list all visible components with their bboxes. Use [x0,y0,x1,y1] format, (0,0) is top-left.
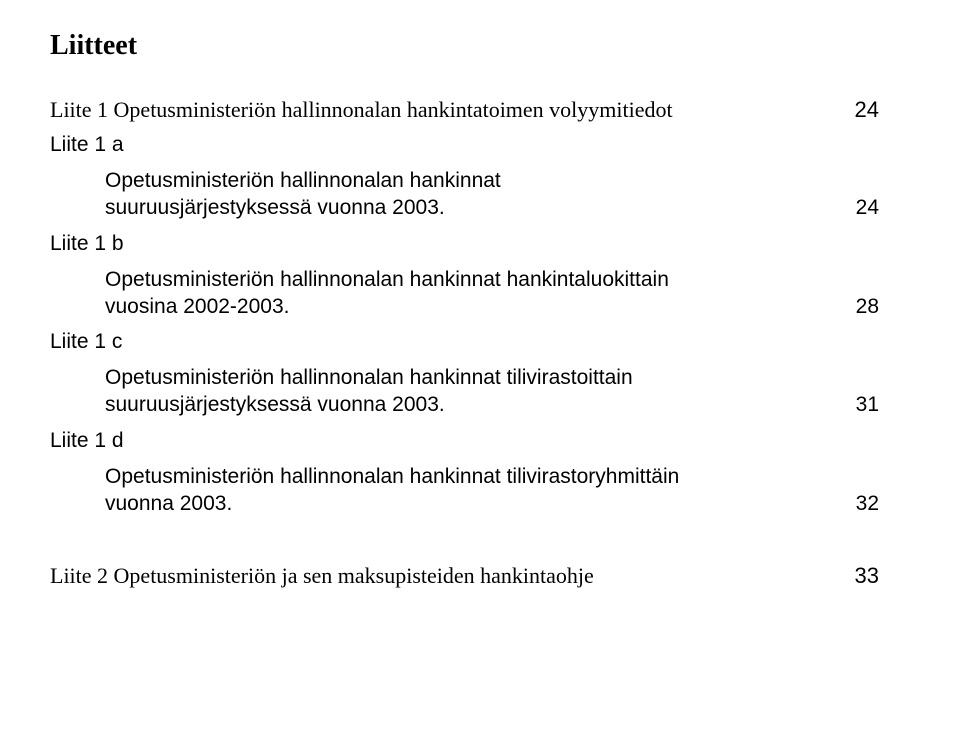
liite1d-entry: Opetusministeriön hallinnonalan hankinna… [105,463,879,518]
liite1c-text: Opetusministeriön hallinnonalan hankinna… [105,364,839,419]
liite1b-entry: Opetusministeriön hallinnonalan hankinna… [105,266,879,321]
liite1a-entry: Opetusministeriön hallinnonalan hankinna… [105,167,879,222]
liite1b-page: 28 [839,293,879,320]
liite1a-page: 24 [839,194,879,221]
liite1b-line2: vuosina 2002-2003. [105,295,289,318]
liite1b-text: Opetusministeriön hallinnonalan hankinna… [105,266,839,321]
liite2-label: Liite 2 Opetusministeriön ja sen maksupi… [50,563,839,589]
liite1a-line2: suuruusjärjestyksessä vuonna 2003. [105,196,445,219]
liite2-page: 33 [839,563,879,589]
liite2-row: Liite 2 Opetusministeriön ja sen maksupi… [50,563,879,589]
liite1c-page: 31 [839,391,879,418]
liite1b-label: Liite 1 b [50,232,879,256]
liite1d-line1: Opetusministeriön hallinnonalan hankinna… [105,465,679,488]
main-title: Liitteet [50,30,879,62]
liite1-row: Liite 1 Opetusministeriön hallinnonalan … [50,97,879,123]
liite1c-label: Liite 1 c [50,330,879,354]
liite1d-label: Liite 1 d [50,429,879,453]
liite1c-line2: suuruusjärjestyksessä vuonna 2003. [105,393,445,416]
liite1a-label: Liite 1 a [50,133,879,157]
liite1b-line1: Opetusministeriön hallinnonalan hankinna… [105,268,669,291]
liite1d-page: 32 [839,490,879,517]
spacer [50,523,879,563]
liite1-page: 24 [839,97,879,123]
page-container: Liitteet Liite 1 Opetusministeriön halli… [0,0,959,627]
liite1d-line2: vuonna 2003. [105,492,232,515]
liite1c-entry: Opetusministeriön hallinnonalan hankinna… [105,364,879,419]
liite1-label: Liite 1 Opetusministeriön hallinnonalan … [50,97,839,123]
liite1a-line1: Opetusministeriön hallinnonalan hankinna… [105,169,501,192]
liite1a-text: Opetusministeriön hallinnonalan hankinna… [105,167,839,222]
liite1d-text: Opetusministeriön hallinnonalan hankinna… [105,463,839,518]
liite1c-line1: Opetusministeriön hallinnonalan hankinna… [105,366,633,389]
